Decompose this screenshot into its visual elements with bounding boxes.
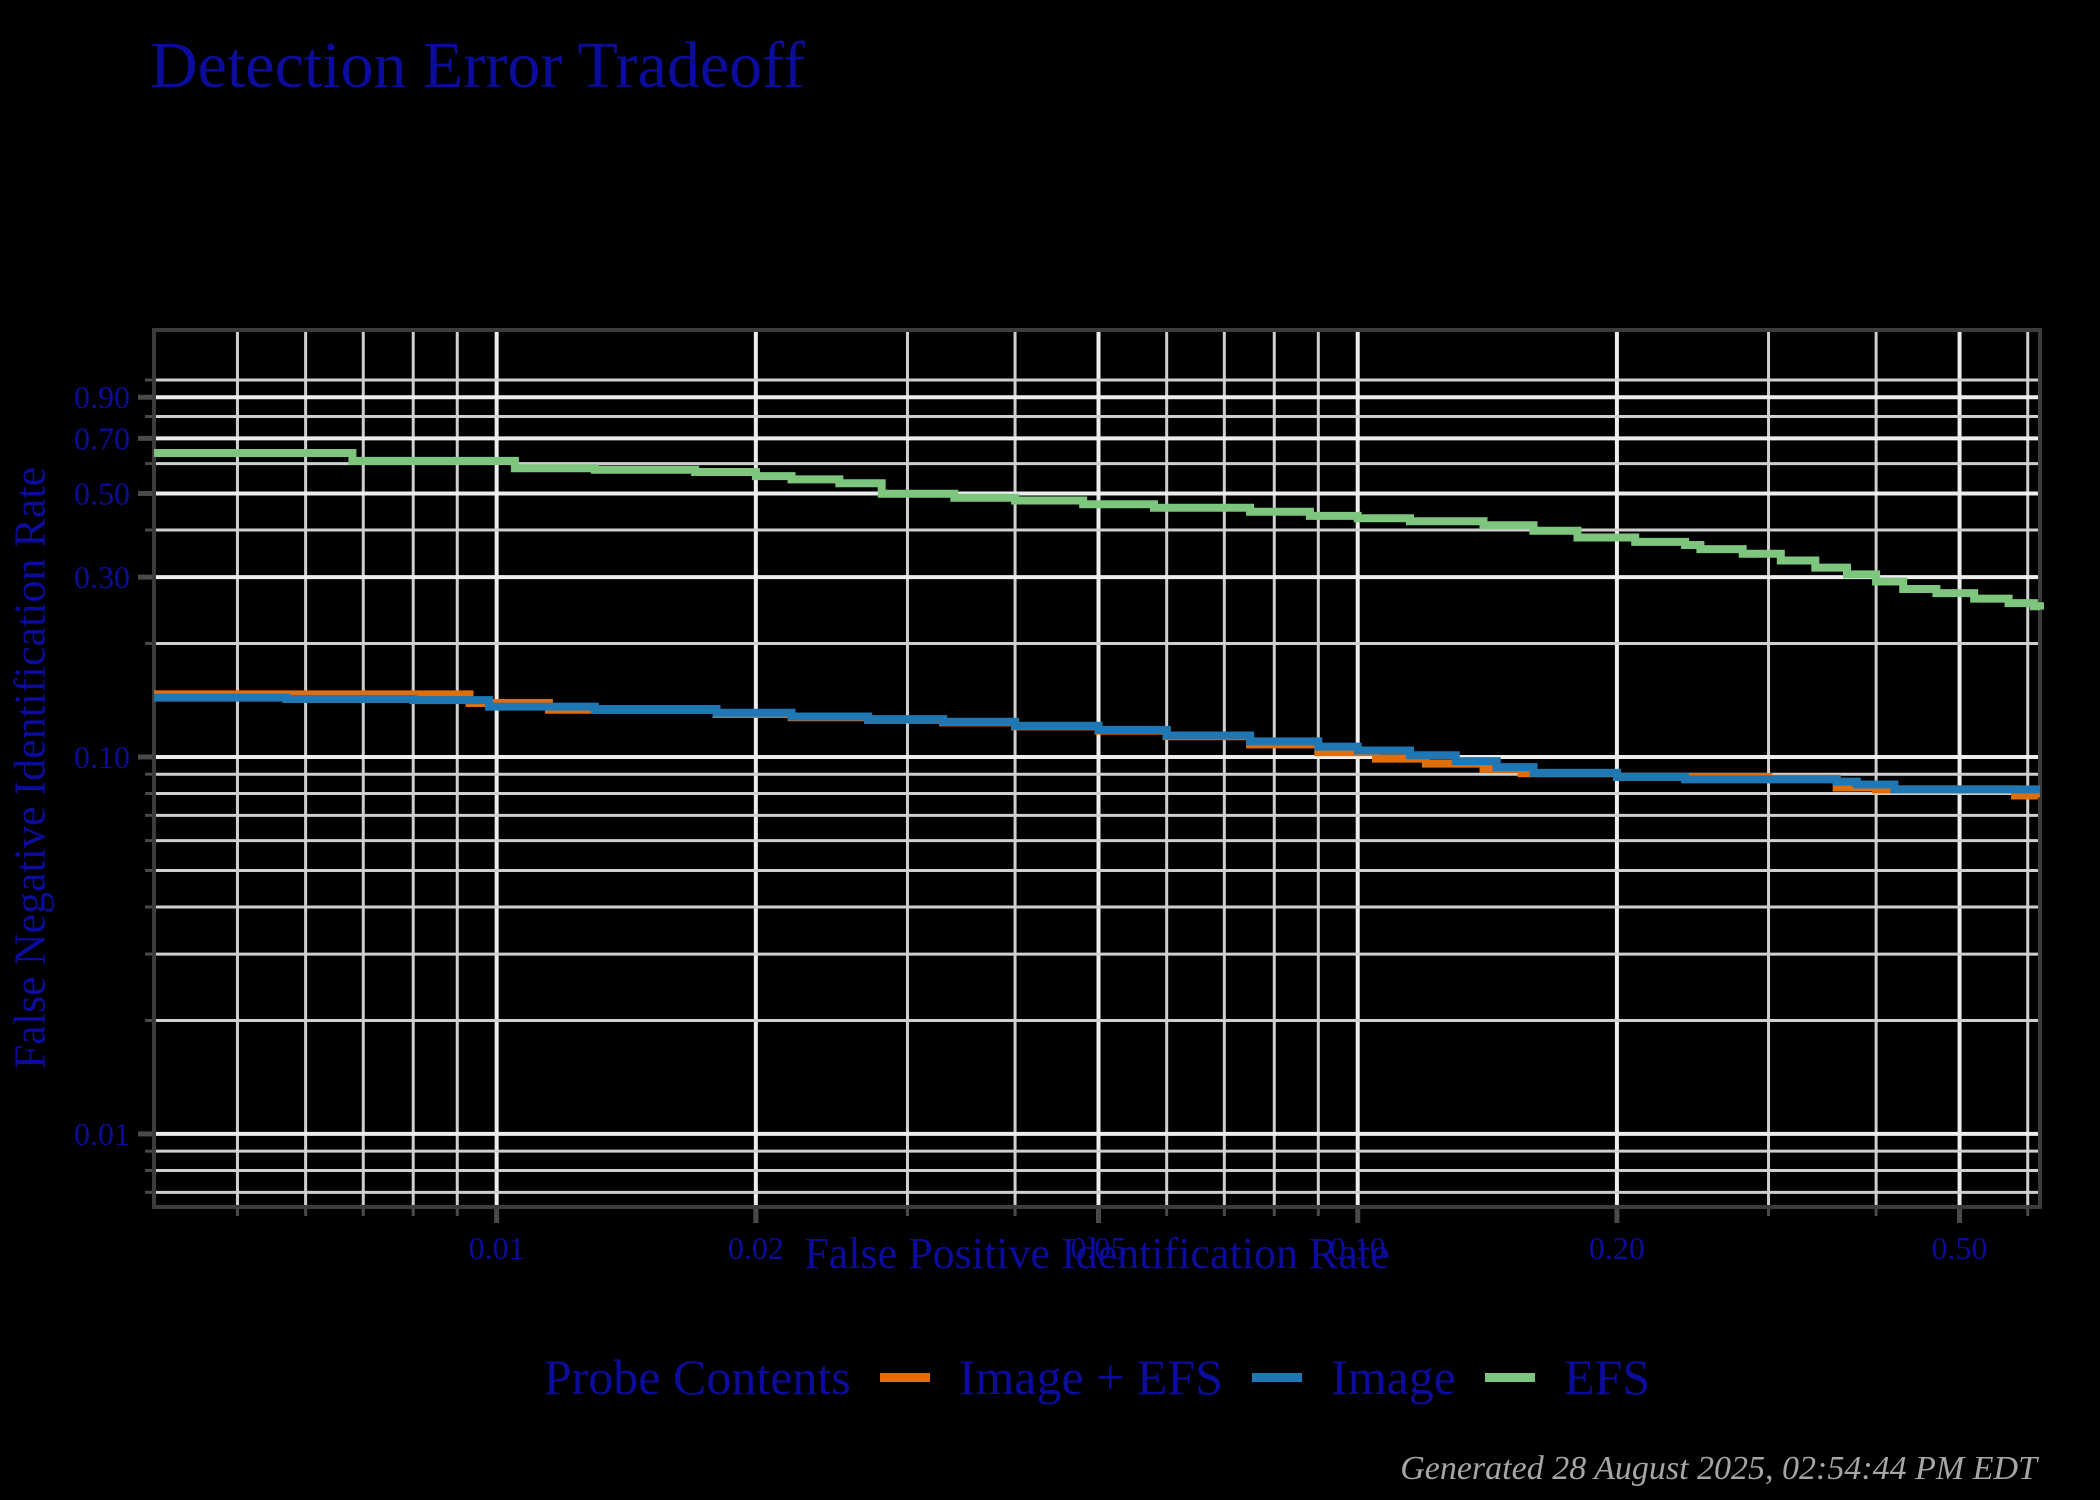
- x-tick-label: 0.01: [469, 1230, 525, 1266]
- y-axis-title: False Negative Identification Rate: [5, 466, 55, 1070]
- legend-key-image: [1252, 1372, 1303, 1382]
- x-tick-label: 0.02: [728, 1230, 784, 1266]
- x-tick-label: 0.05: [1071, 1230, 1127, 1266]
- legend: Probe Contents Image + EFS Image EFS: [154, 1348, 2040, 1406]
- x-axis-title: False Positive Identification Rate: [804, 1229, 1390, 1278]
- curve-efs: [154, 449, 2044, 611]
- panel-border: [152, 328, 2042, 1209]
- generated-timestamp: Generated 28 August 2025, 02:54:44 PM ED…: [1400, 1450, 2037, 1487]
- curve-image: [154, 693, 2040, 794]
- x-tick-label: 0.50: [1932, 1230, 1988, 1266]
- y-tick-label: 0.30: [74, 559, 130, 595]
- legend-key-efs: [1485, 1372, 1535, 1382]
- legend-label-efs: EFS: [1564, 1349, 1651, 1405]
- chart-title: Detection Error Tradeoff: [150, 29, 805, 102]
- y-tick-label: 0.01: [74, 1116, 130, 1152]
- x-tick-labels: 0.01 0.02 0.05 0.10 0.20 0.50: [469, 1230, 1988, 1266]
- legend-key-image-efs: [879, 1372, 930, 1382]
- gridlines: [154, 330, 2040, 1207]
- y-tick-label: 0.50: [74, 475, 130, 511]
- y-tick-label: 0.70: [74, 420, 130, 456]
- y-tick-label: 0.90: [74, 379, 130, 415]
- legend-title: Probe Contents: [543, 1349, 851, 1405]
- legend-label-image: Image: [1331, 1349, 1456, 1405]
- y-tick-label: 0.10: [74, 739, 130, 775]
- x-tick-label: 0.20: [1589, 1230, 1645, 1266]
- x-tick-label: 0.10: [1330, 1230, 1386, 1266]
- legend-label-image-efs: Image + EFS: [958, 1349, 1224, 1405]
- y-tick-labels: 0.90 0.70 0.50 0.30 0.10 0.01: [74, 379, 130, 1152]
